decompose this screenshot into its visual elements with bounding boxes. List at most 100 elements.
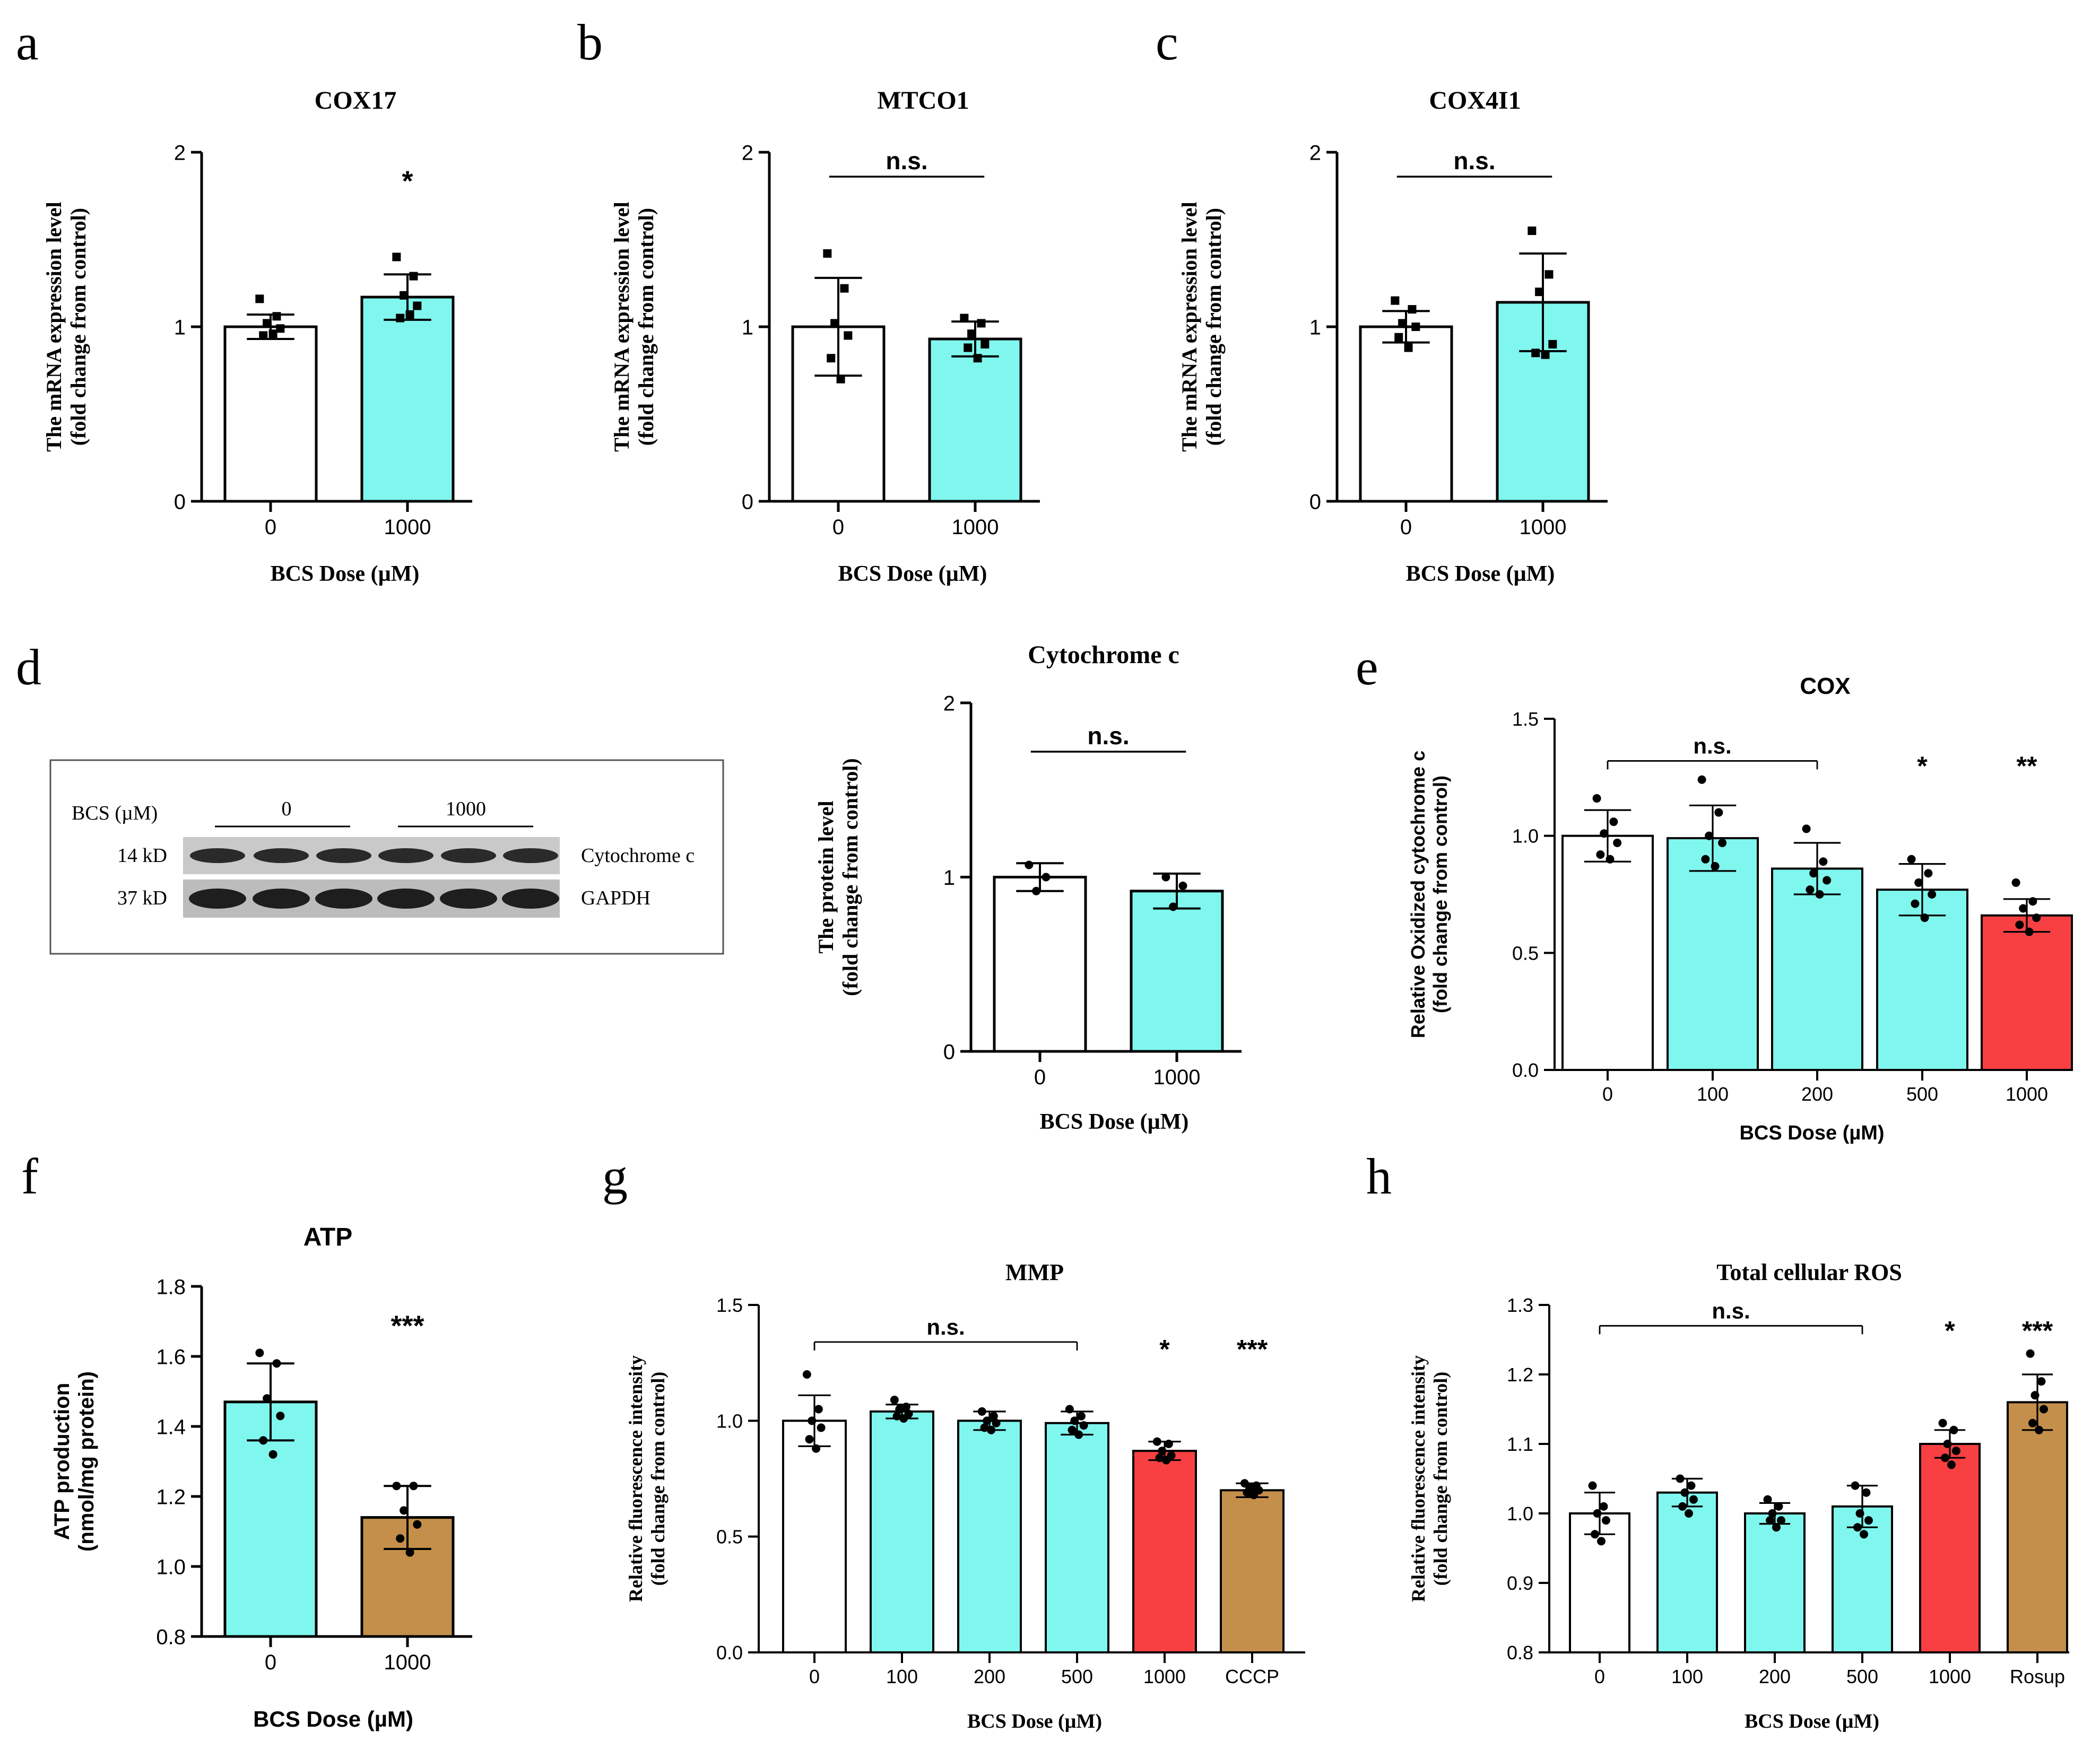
chart-e-point [1714,808,1723,817]
chart-b-y-tick-label: 0 [742,490,753,513]
chart-e-point [1609,817,1618,826]
chart-a-point [263,319,272,328]
chart-g-point [805,1435,814,1444]
chart-h-y-tick-label: 1.0 [1507,1503,1533,1525]
chart-g-ylabel: Relative fluorescence intensity (fold cha… [625,1355,669,1602]
panel-letter-b: b [577,14,603,71]
chart-e-ylabel-line-1: Relative Oxidized cytochrome c [1407,751,1429,1038]
chart-h-point [1862,1488,1871,1497]
chart-d-ylabel-line-2: (fold change from control) [838,758,862,996]
chart-h-point [1678,1502,1687,1511]
blot-row2-kd: 37 kD [117,887,167,909]
chart-c-point [1548,339,1557,349]
chart-h-point [1855,1509,1864,1518]
chart-e-x-tick-label-100: 100 [1697,1083,1729,1105]
chart-h-bar-0 [1569,1512,1630,1653]
chart-b-title: MTCO1 [877,86,969,115]
chart-b-point [823,249,832,258]
chart-e-x-tick-label-500: 500 [1906,1083,1938,1105]
panel-letter-g: g [602,1148,628,1205]
chart-c-point [1408,305,1417,314]
chart-e-point [1711,862,1720,871]
chart-d-point [1169,902,1178,911]
chart-g-point [892,1412,901,1421]
chart-h-point [1684,1509,1693,1518]
chart-f-point [409,1482,418,1491]
chart-h-y-tick-label: 1.1 [1507,1433,1533,1455]
chart-g-point [1243,1488,1252,1497]
chart-h-x-tick-label-0: 0 [1594,1666,1605,1687]
chart-c-bar-0 [1359,325,1453,503]
chart-d-bar-1000 [1130,890,1224,1053]
chart-h-bar-200 [1744,1512,1806,1653]
chart-c-point [1535,288,1544,297]
chart-f-point [255,1348,264,1357]
chart-a-point [259,331,268,340]
chart-g-significance-1-star: * [1159,1334,1170,1364]
chart-h-point [1593,1509,1602,1518]
chart-f-y-tick-label: 1.6 [156,1345,186,1369]
chart-g-point [1162,1456,1171,1465]
chart-h-x-tick-label-Rosup: Rosup [2010,1666,2065,1687]
chart-c-y-tick-label: 2 [1309,141,1321,164]
chart-h-point [2026,1349,2035,1358]
chart-c-point [1404,343,1413,352]
chart-h-point [1864,1516,1873,1525]
chart-f-y-tick-label: 1.2 [156,1485,186,1509]
chart-c-ylabel-line-2: (fold change from control) [1202,208,1226,446]
chart-g-bar-1000 [1132,1450,1197,1654]
chart-h-x-tick-label-100: 100 [1671,1666,1703,1687]
chart-d-point [1032,886,1041,895]
chart-g-point [983,1416,992,1425]
chart-h-x-tick-label-200: 200 [1759,1666,1791,1687]
chart-e-point [2025,927,2034,936]
chart-e-point [1823,876,1832,885]
chart-h-point [1853,1523,1862,1532]
chart-f-title: ATP [303,1223,352,1251]
chart-h-x-tick-label-1000: 1000 [1929,1666,1971,1687]
chart-a-bar-0 [223,325,318,503]
western-blot: BCS (µM) 0 1000 14 kD 37 kD Cytochrome c… [49,759,724,955]
chart-g-significance-3-star: *** [1237,1334,1268,1364]
chart-e-significance-1-star: * [1917,751,1928,781]
chart-h-point [1687,1481,1696,1490]
chart-d-title: Cytochrome c [1028,641,1179,669]
chart-f-y-tick-label: 1.0 [156,1555,186,1579]
chart-g-point [992,1418,1001,1427]
chart-e-point [1815,890,1824,899]
chart-c-ylabel-line-1: The mRNA expression level [1177,202,1201,451]
chart-a-y-tick-label: 1 [174,316,186,339]
chart-e-point [1592,794,1601,803]
chart-a: COX17 0 1 2 0 1000 * BCS Dose (µM) The mRNA expr… [42,86,472,586]
chart-b-point [960,314,969,323]
chart-h: Total cellular ROS 0.8 0.9 1.0 1.1 1.2 1.3 0 100… [1408,1259,2069,1732]
chart-c-ylabel: The mRNA expression level (fold change fr… [1177,202,1226,451]
chart-e-point [1809,869,1818,878]
chart-b-point [827,354,836,363]
chart-g-title: MMP [1005,1259,1064,1285]
chart-h-point [1951,1447,1960,1456]
chart-e-x-tick-label-0: 0 [1602,1083,1613,1105]
chart-e-point [1819,857,1828,866]
chart-h-point [1599,1502,1608,1511]
chart-f-point [263,1394,272,1403]
chart-a-y-tick-label: 2 [174,141,186,164]
panel-letter-a: a [16,14,39,71]
chart-e-bar-0 [1561,834,1654,1071]
chart-b-point [977,319,986,328]
chart-g-bracket-label: n.s. [926,1314,965,1339]
chart-h-point [1772,1523,1781,1532]
chart-g-point [1079,1421,1088,1430]
chart-e-ylabel-line-2: (fold change from control) [1429,776,1451,1013]
chart-e-point [1701,855,1710,864]
chart-h-y-tick-label: 0.8 [1507,1642,1533,1664]
chart-b-y-tick-label: 2 [742,141,753,164]
chart-f-point [268,1450,277,1459]
chart-h-point [1676,1474,1685,1483]
chart-a-title: COX17 [315,86,397,115]
chart-e-point [1718,838,1727,847]
panel-letter-e: e [1356,639,1378,695]
chart-c-y-tick-label: 1 [1309,316,1321,339]
chart-c-x-tick-label-1000: 1000 [1520,516,1567,539]
